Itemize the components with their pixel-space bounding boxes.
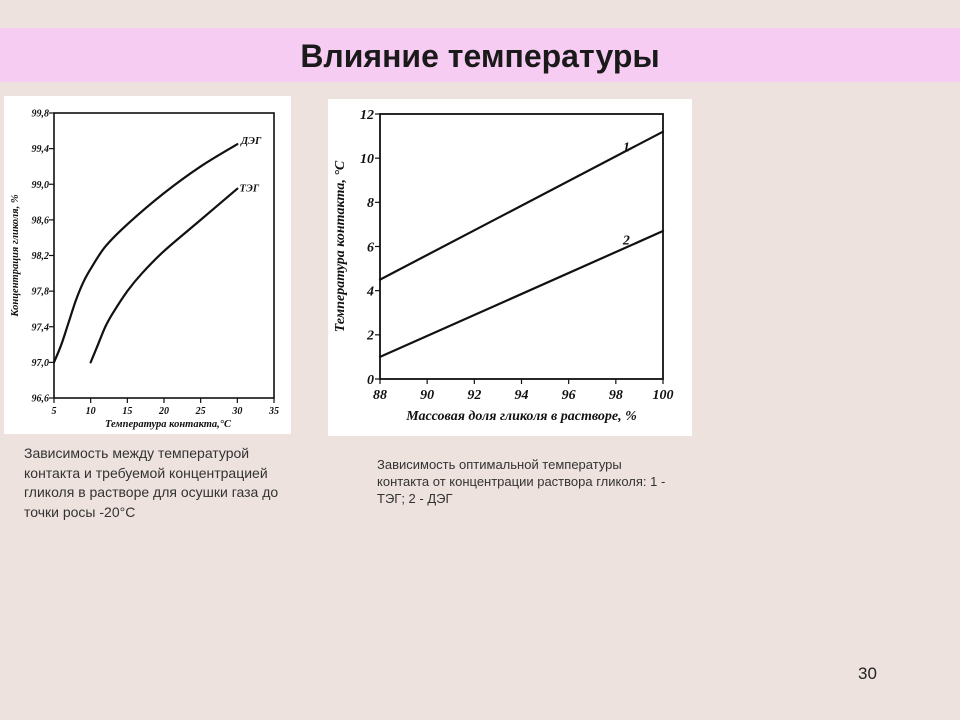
x-axis-title: Массовая доля гликоля в растворе, % [405,409,637,424]
chart-glycol-concentration: 5 10 15 20 25 30 35 96,6 97,0 97,4 97,8 98,2 98,6 99,… [4,96,291,434]
x-tick-label: 25 [195,406,206,417]
chart1-svg: 5 10 15 20 25 30 35 96,6 97,0 97,4 97,8 98,2 98,6 99,… [10,109,279,431]
x-tick-label: 10 [86,406,96,417]
y-tick-label: 6 [367,240,374,255]
y-axis-title: Концентрация гликоля, % [10,194,21,317]
y-tick-label: 99,0 [32,180,50,191]
plot-frame [53,112,275,399]
y-tick-label: 8 [367,196,374,211]
x-tick-label: 20 [158,406,169,417]
caption-right: Зависимость оптимальной температуры конт… [377,457,666,506]
series-line-2 [89,187,239,364]
x-tick-label: 90 [420,388,434,403]
series-line-2 [378,229,665,359]
title-band: Влияние температуры [0,28,960,82]
y-tick-label: 12 [360,108,374,123]
y-tick-label: 10 [360,152,374,167]
y-axis-title: Температура контакта, °С [333,160,348,332]
series-label-1: ДЭГ [240,136,262,147]
caption-left: Зависимость между температурой контакта … [24,445,279,520]
y-tick-label: 2 [366,329,374,344]
series-label-2: 2 [622,233,630,248]
page-number: 30 [858,664,877,683]
y-tick-label: 4 [366,285,374,300]
y-tick-label: 98,2 [32,251,50,262]
y-tick-label: 0 [367,373,374,388]
x-tick-label: 96 [562,388,576,403]
y-tick-label: 96,6 [32,394,50,405]
series-label-1: 1 [623,141,630,156]
y-tick-label: 99,8 [32,109,50,120]
y-tick-label: 99,4 [32,144,50,155]
x-tick-label: 5 [52,406,57,417]
x-tick-label: 15 [122,406,132,417]
x-axis-title: Температура контакта,°С [105,419,232,430]
series-line-1 [52,143,239,364]
series-label-2: ТЭГ [240,183,260,194]
x-tick-label: 98 [609,388,623,403]
x-tick-label: 30 [231,406,242,417]
slide-title: Влияние температуры [300,38,660,74]
x-tick-label: 100 [653,388,674,403]
x-tick-label: 94 [515,388,529,403]
x-tick-label: 35 [268,406,279,417]
y-tick-label: 97,8 [32,287,50,298]
y-tick-label: 97,0 [32,358,50,369]
y-tick-label: 97,4 [32,322,50,333]
x-tick-label: 88 [373,388,387,403]
series-line-1 [378,130,665,281]
y-tick-label: 98,6 [32,215,50,226]
x-tick-label: 92 [467,388,481,403]
chart-contact-temperature: 88 90 92 94 96 98 100 0 2 4 6 8 10 12 Массовая доля гл… [328,99,692,436]
